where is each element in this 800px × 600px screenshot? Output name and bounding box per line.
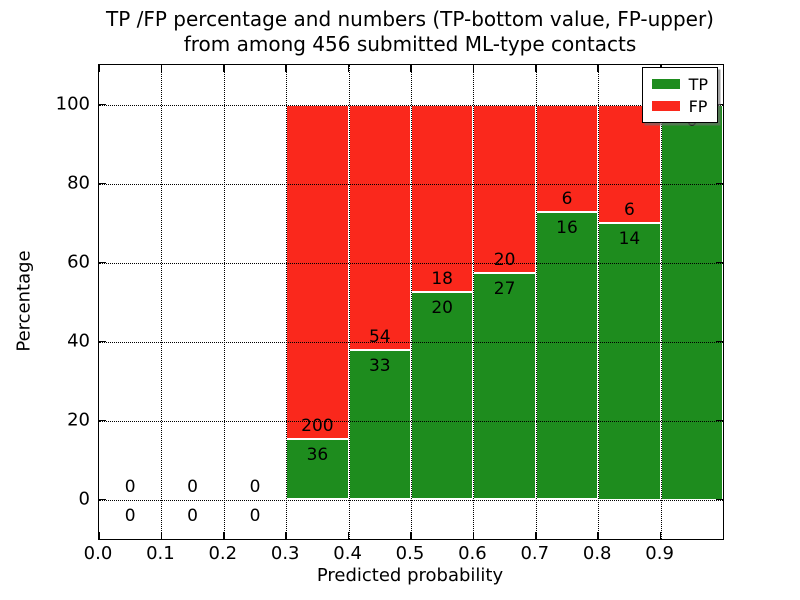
x-tick-mark-top — [410, 65, 412, 72]
bar-tp-segment — [660, 104, 723, 500]
legend-label-fp: FP — [688, 96, 708, 116]
gridline-x — [348, 65, 350, 539]
x-tick-label: 0.7 — [520, 543, 550, 564]
y-tick-mark — [99, 261, 106, 264]
bar-fp-segment — [473, 104, 536, 273]
y-tick-label: 0 — [78, 488, 90, 509]
x-tick-label: 0.3 — [270, 543, 300, 564]
bar-label-tp: 27 — [493, 278, 516, 299]
bar-label-tp: 33 — [368, 355, 391, 376]
gridline-x — [660, 65, 662, 539]
bar-label-fp: 54 — [368, 326, 391, 347]
x-tick-mark — [659, 532, 662, 539]
x-tick-label: 0.1 — [146, 543, 175, 564]
gridline-x — [473, 65, 475, 539]
y-tick-mark-right — [716, 182, 723, 185]
legend-swatch-tp — [651, 79, 680, 89]
y-tick-label: 60 — [67, 251, 90, 272]
x-tick-mark — [535, 532, 537, 539]
bar-label-tp: 0 — [187, 505, 199, 526]
x-tick-label: 0.6 — [458, 543, 487, 564]
x-tick-label: 0.9 — [645, 543, 674, 564]
bar-label-fp: 20 — [493, 249, 516, 270]
x-tick-label: 0.5 — [395, 543, 425, 564]
y-tick-label: 80 — [67, 172, 90, 193]
y-tick-label: 40 — [67, 330, 90, 351]
gridline-x — [223, 65, 225, 539]
bar-label-fp: 200 — [301, 416, 334, 437]
x-tick-mark-top — [597, 65, 599, 72]
bar-label-fp: 18 — [431, 268, 454, 289]
y-tick-mark — [99, 182, 106, 185]
x-tick-mark-top — [347, 65, 350, 72]
x-tick-mark — [285, 532, 287, 539]
y-tick-mark — [99, 419, 106, 422]
bar-label-fp: 0 — [249, 476, 261, 497]
legend: TP FP — [641, 67, 718, 123]
y-tick-mark-right — [716, 498, 723, 501]
bar-fp-segment — [598, 104, 661, 223]
bar-tp-segment — [411, 291, 474, 500]
legend-entry-tp: TP — [651, 73, 708, 95]
y-tick-label: 100 — [55, 93, 90, 114]
bar-label-tp: 0 — [124, 505, 136, 526]
y-tick-label: 20 — [67, 409, 90, 430]
x-tick-mark-top — [223, 65, 225, 72]
bar-fp-segment — [411, 104, 474, 292]
bar-tp-segment — [286, 439, 349, 500]
y-tick-mark — [99, 340, 106, 343]
x-tick-mark-top — [535, 65, 537, 72]
x-tick-mark — [472, 532, 475, 539]
legend-label-tp: TP — [688, 74, 708, 94]
gridline-x — [411, 65, 412, 539]
bar-label-tp: 0 — [249, 505, 261, 526]
y-tick-mark-right — [716, 103, 723, 106]
x-tick-mark-top — [98, 65, 100, 72]
x-tick-label: 0.4 — [333, 543, 362, 564]
bar-label-tp: 20 — [431, 297, 454, 318]
x-tick-label: 0.2 — [208, 543, 238, 564]
gridline-x — [286, 65, 288, 539]
bar-fp-segment — [348, 104, 411, 350]
x-axis-label: Predicted probability — [316, 565, 504, 586]
gridline-x — [598, 65, 600, 539]
x-tick-mark — [347, 532, 350, 539]
gridline-x — [161, 65, 163, 539]
legend-entry-fp: FP — [651, 95, 708, 117]
y-tick-mark — [99, 103, 106, 106]
bar-label-tp: 36 — [306, 445, 329, 466]
x-tick-label: 0.8 — [582, 543, 612, 564]
bar-fp-segment — [535, 104, 599, 213]
legend-swatch-fp — [651, 101, 680, 111]
gridline-x — [535, 65, 537, 539]
y-tick-mark-right — [716, 261, 723, 264]
x-tick-label: 0.0 — [83, 543, 113, 564]
y-tick-mark — [99, 498, 106, 501]
bar-fp-segment — [286, 104, 349, 440]
bar-label-fp: 6 — [561, 189, 573, 210]
x-tick-mark — [223, 532, 225, 539]
x-tick-mark-top — [285, 65, 287, 72]
bar-tp-segment — [473, 272, 536, 500]
bar-label-tp: 14 — [618, 229, 641, 249]
x-tick-mark — [410, 532, 412, 539]
chart-title-line2: from among 456 submitted ML-type contact… — [183, 32, 637, 56]
x-tick-mark — [160, 532, 163, 539]
y-tick-mark-right — [716, 419, 723, 422]
bar-label-tp: 16 — [556, 218, 578, 239]
bar-tp-segment — [598, 223, 661, 500]
bar-label-fp: 0 — [187, 476, 199, 497]
bar-label-fp: 0 — [124, 476, 136, 497]
x-tick-mark — [597, 532, 599, 539]
x-tick-mark — [98, 532, 100, 539]
bar-tp-segment — [535, 212, 599, 500]
y-tick-mark-right — [716, 340, 723, 343]
x-tick-mark-top — [160, 65, 163, 72]
bar-label-fp: 6 — [623, 200, 635, 220]
x-tick-mark-top — [472, 65, 475, 72]
chart-title-line1: TP /FP percentage and numbers (TP-bottom… — [106, 7, 714, 31]
